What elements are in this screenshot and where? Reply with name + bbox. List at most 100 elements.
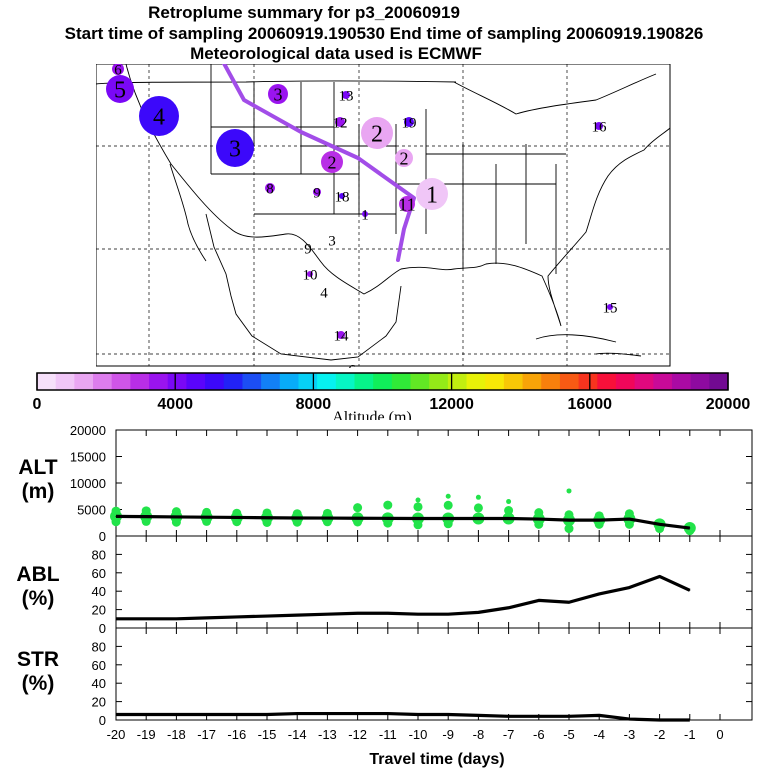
series-point xyxy=(357,517,359,519)
alt-scatter-point xyxy=(506,499,512,505)
colorbar-cell xyxy=(578,373,598,390)
alt-scatter-point xyxy=(413,520,423,530)
colorbar-cell xyxy=(447,373,468,390)
cluster-13: 13 xyxy=(339,88,354,104)
series-point xyxy=(538,715,540,717)
cluster-label: 14 xyxy=(334,328,350,344)
alt-label: ALT (m) xyxy=(3,456,73,504)
alt-scatter-point xyxy=(445,493,451,499)
x-tick-label: -17 xyxy=(197,727,216,742)
cluster-circle xyxy=(361,117,393,149)
cluster-circle xyxy=(139,96,179,136)
y-tick-label: 20 xyxy=(92,603,106,618)
cluster-circle xyxy=(416,178,448,210)
series-point xyxy=(477,518,479,520)
series-point xyxy=(175,713,177,715)
colorbar-cell xyxy=(503,373,524,390)
cluster-circle xyxy=(607,304,613,310)
colorbar-cell xyxy=(317,373,337,390)
x-tick-label: -14 xyxy=(288,727,307,742)
cluster-19: 19 xyxy=(402,115,417,131)
series-point xyxy=(145,713,147,715)
series-point xyxy=(477,611,479,613)
colorbar-cell xyxy=(261,373,281,390)
cluster-label: 2 xyxy=(371,121,383,147)
abl-label: ABL (%) xyxy=(3,563,73,611)
colorbar-cell xyxy=(653,373,673,390)
cluster-circle xyxy=(404,117,414,127)
series-point xyxy=(538,518,540,520)
colorbar-cell xyxy=(466,373,486,390)
cluster-circle xyxy=(335,117,345,127)
cluster-9: 9 xyxy=(304,241,312,257)
cluster-11: 11 xyxy=(398,194,415,214)
series-point xyxy=(628,587,630,589)
cluster-circle xyxy=(339,193,345,199)
series-point xyxy=(115,515,117,517)
series-point xyxy=(266,517,268,519)
series-point xyxy=(598,519,600,521)
alt-ylabel: ALT (m) xyxy=(18,456,58,503)
colorbar-cells xyxy=(37,373,729,390)
cluster-label: 1 xyxy=(426,182,438,208)
colorbar-cell xyxy=(354,373,374,390)
alt-scatter-point xyxy=(202,507,212,517)
y-tick-label: 60 xyxy=(92,658,106,673)
cluster-label: 18 xyxy=(335,189,350,205)
x-tick-label: 0 xyxy=(716,727,723,742)
colorbar-label: Altitude (m) xyxy=(332,409,412,420)
cluster-3: 3 xyxy=(328,233,336,249)
y-tick-label: 10000 xyxy=(70,476,106,491)
alt-scatter-point xyxy=(171,507,181,517)
alt-scatter-point xyxy=(473,503,483,513)
series-point xyxy=(508,518,510,520)
series-point xyxy=(568,715,570,717)
colorbar-cell xyxy=(634,373,654,390)
series-point xyxy=(689,527,691,529)
colorbar-cell xyxy=(130,373,150,390)
series-point xyxy=(206,617,208,619)
cluster-label: 3 xyxy=(274,84,283,104)
colorbar-tick-label: 16000 xyxy=(568,396,613,413)
altitude-colorbar: 0 4000 8000 12000 16000 20000 Altitude (m) xyxy=(33,372,751,420)
series-point xyxy=(568,601,570,603)
alt-scatter-point xyxy=(534,508,544,518)
series-point xyxy=(508,607,510,609)
cluster-label: 6 xyxy=(348,362,356,368)
cluster-3: 3 xyxy=(216,129,254,167)
y-tick-label: 80 xyxy=(92,639,106,654)
x-tick-label: -7 xyxy=(503,727,515,742)
cluster-label: 8 xyxy=(266,181,274,197)
series-point xyxy=(357,612,359,614)
series-point xyxy=(689,719,691,721)
colorbar-tick-label: 4000 xyxy=(157,396,193,413)
x-tick-label: -10 xyxy=(409,727,428,742)
cluster-6: 6 xyxy=(348,362,356,368)
colorbar-tick-label: 20000 xyxy=(706,396,751,413)
alt-scatter-point xyxy=(171,517,181,527)
colorbar-tick-label: 0 xyxy=(33,396,42,413)
colorbar-cell xyxy=(671,373,692,390)
time-series-panels: 0 5000 10000 15000 20000 0 20 40 60 80 0 20 40 60 80… xyxy=(70,423,753,768)
cluster-circle xyxy=(265,183,275,193)
x-tick-label: -2 xyxy=(654,727,666,742)
cluster-circle xyxy=(342,91,350,99)
series-point xyxy=(206,516,208,518)
alt-scatter-point xyxy=(655,524,665,534)
cluster-2: 2 xyxy=(361,117,393,149)
colorbar-cell xyxy=(186,373,206,390)
cluster-16: 16 xyxy=(592,119,608,135)
cluster-label: 4 xyxy=(153,104,165,130)
cluster-9: 9 xyxy=(313,185,321,201)
colorbar-cell xyxy=(597,373,617,390)
alt-scatter-point xyxy=(475,494,481,500)
series-point xyxy=(326,713,328,715)
colorbar-cell xyxy=(242,373,262,390)
series-point xyxy=(689,589,691,591)
y-tick-label: 80 xyxy=(92,547,106,562)
str-ylabel: STR (%) xyxy=(17,648,59,695)
cluster-circle xyxy=(106,75,134,103)
x-tick-label: -20 xyxy=(107,727,126,742)
series-point xyxy=(447,518,449,520)
cluster-label: 6 xyxy=(114,64,122,78)
